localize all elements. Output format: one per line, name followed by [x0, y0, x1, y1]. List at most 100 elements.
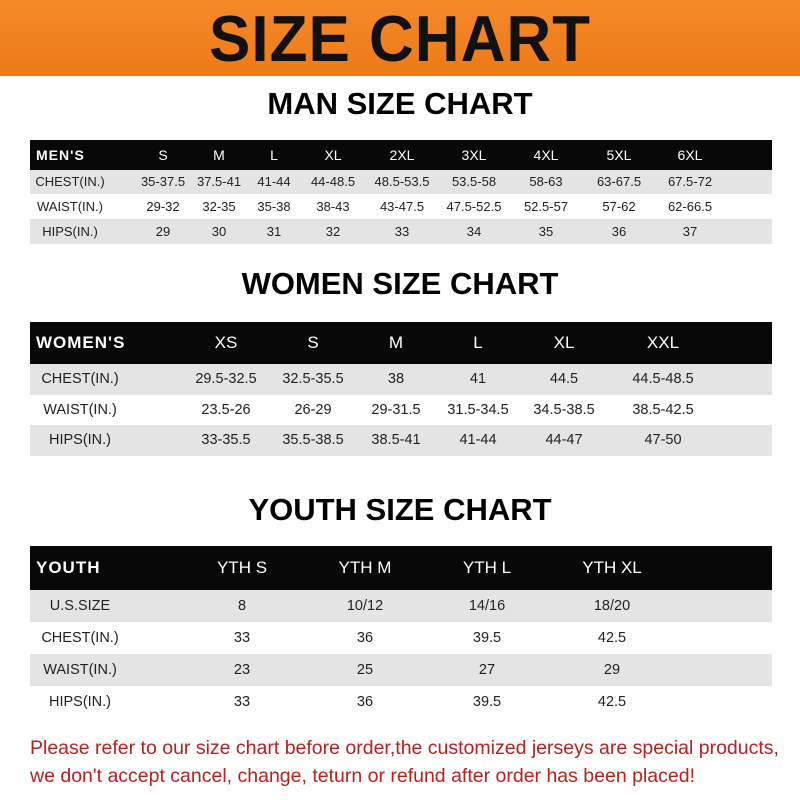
size-column-header: YTH M [338, 558, 392, 577]
banner-title: SIZE CHART [209, 3, 591, 76]
size-column-header: XL [553, 333, 575, 352]
table-cell: 42.5 [597, 630, 627, 646]
table-cell: 38-43 [316, 199, 350, 214]
measurement-label: CHEST(IN.) [41, 371, 119, 387]
table-cell: 37.5-41 [196, 174, 242, 189]
table-cell: 29.5-32.5 [195, 371, 257, 387]
table-row: WAIST(IN.) 29-32 32-35 35-38 38-43 43-47.5 47.… [30, 194, 772, 219]
table-header-row: MEN'S S M L XL 2XL 3XL 4XL 5XL 6XL [30, 140, 772, 170]
table-cell: 38.5-41 [371, 432, 421, 448]
women-title: WOMEN SIZE CHART [241, 266, 559, 301]
table-cell: 44-47 [545, 432, 583, 448]
measurement-label: U.S.SIZE [49, 598, 111, 614]
table-cell: 29-31.5 [371, 402, 421, 418]
table-cell: 10/12 [346, 598, 384, 614]
table-cell: 58-63 [529, 174, 563, 189]
measurement-label: WAIST(IN.) [43, 662, 117, 678]
table-cell: 38.5-42.5 [632, 402, 694, 418]
table-category-label: WOMEN'S [36, 333, 126, 352]
table-cell: 44-48.5 [310, 174, 356, 189]
table-cell: 35.5-38.5 [282, 432, 344, 448]
table-cell: 32-35 [202, 199, 236, 214]
table-category-label: YOUTH [36, 558, 101, 577]
size-column-header: XS [214, 333, 238, 352]
table-cell: 35 [538, 224, 554, 239]
table-cell: 33 [233, 694, 251, 710]
notice: Please refer to our size chart before or… [30, 734, 790, 790]
size-column-header: XL [324, 147, 342, 163]
table-cell: 37 [682, 224, 698, 239]
measurement-label: CHEST(IN.) [35, 174, 105, 189]
measurement-label: HIPS(IN.) [42, 224, 98, 239]
size-column-header: 2XL [389, 147, 415, 163]
table-cell: 42.5 [597, 694, 627, 710]
table-cell: 62-66.5 [667, 199, 713, 214]
table-row: WAIST(IN.) 23.5-26 26-29 29-31.5 31.5-34.5 34… [30, 395, 772, 425]
size-column-header: M [388, 333, 404, 352]
size-column-header: 5XL [606, 147, 632, 163]
table-cell: 18/20 [593, 598, 631, 614]
table-cell: 44.5 [549, 371, 579, 387]
table-cell: 38 [387, 371, 405, 387]
table-cell: 33-35.5 [201, 432, 251, 448]
size-column-header: 6XL [677, 147, 703, 163]
table-cell: 35-38 [257, 199, 291, 214]
table-cell: 41-44 [257, 174, 291, 189]
women-size-table: WOMEN'S XS S M L XL XXL CHEST(IN.) 29.5-32.5 32.5… [30, 322, 772, 456]
table-cell: 41-44 [459, 432, 497, 448]
table-row: HIPS(IN.) 29 30 31 32 33 34 35 36 37 [30, 219, 772, 244]
table-cell: 31.5-34.5 [447, 402, 509, 418]
table-cell: 29 [603, 662, 621, 678]
measurement-label: HIPS(IN.) [48, 432, 112, 448]
table-row: CHEST(IN.) 35-37.5 37.5-41 41-44 44-48.5 48.5… [30, 170, 772, 194]
table-cell: 41 [469, 371, 487, 387]
size-column-header: 3XL [461, 147, 487, 163]
measurement-label: WAIST(IN.) [43, 402, 117, 418]
table-cell: 14/16 [468, 598, 506, 614]
size-column-header: S [307, 333, 319, 352]
table-cell: 36 [611, 224, 627, 239]
table-category-label: MEN'S [36, 147, 85, 163]
banner: SIZE CHART [0, 0, 800, 76]
size-column-header: 4XL [533, 147, 559, 163]
measurement-label: WAIST(IN.) [37, 199, 103, 214]
table-cell: 63-67.5 [596, 174, 642, 189]
table-cell: 26-29 [294, 402, 332, 418]
table-cell: 52.5-57 [523, 199, 569, 214]
table-cell: 33 [394, 224, 410, 239]
youth-title: YOUTH SIZE CHART [248, 492, 552, 527]
table-cell: 34.5-38.5 [533, 402, 595, 418]
table-header-row: YOUTH YTH S YTH M YTH L YTH XL [30, 546, 772, 590]
table-row: CHEST(IN.) 33 36 39.5 42.5 [30, 622, 772, 654]
men-title: MAN SIZE CHART [267, 86, 533, 121]
table-cell: 33 [233, 630, 251, 646]
table-cell: 47.5-52.5 [446, 199, 502, 214]
table-cell: 32.5-35.5 [282, 371, 344, 387]
table-cell: 36 [356, 630, 374, 646]
size-column-header: XXL [646, 333, 680, 352]
table-cell: 43-47.5 [379, 199, 425, 214]
table-cell: 35-37.5 [140, 174, 186, 189]
table-cell: 53.5-58 [451, 174, 497, 189]
measurement-label: CHEST(IN.) [41, 630, 119, 646]
table-cell: 32 [325, 224, 341, 239]
table-cell: 23 [233, 662, 251, 678]
table-cell: 34 [466, 224, 482, 239]
table-cell: 57-62 [602, 199, 636, 214]
table-row: WAIST(IN.) 23 25 27 29 [30, 654, 772, 686]
table-cell: 39.5 [472, 694, 502, 710]
measurement-label: HIPS(IN.) [48, 694, 112, 710]
size-column-header: YTH L [462, 558, 512, 577]
table-row: U.S.SIZE 8 10/12 14/16 18/20 [30, 590, 772, 622]
table-cell: 29 [155, 224, 171, 239]
table-cell: 30 [211, 224, 227, 239]
size-column-header: M [213, 147, 225, 163]
table-cell: 8 [237, 598, 247, 614]
size-column-header: L [270, 147, 278, 163]
size-column-header: S [158, 147, 168, 163]
table-cell: 23.5-26 [201, 402, 251, 418]
notice-line-1: Please refer to our size chart before or… [30, 737, 779, 759]
size-column-header: YTH XL [582, 558, 642, 577]
table-cell: 67.5-72 [667, 174, 713, 189]
table-cell: 25 [356, 662, 374, 678]
